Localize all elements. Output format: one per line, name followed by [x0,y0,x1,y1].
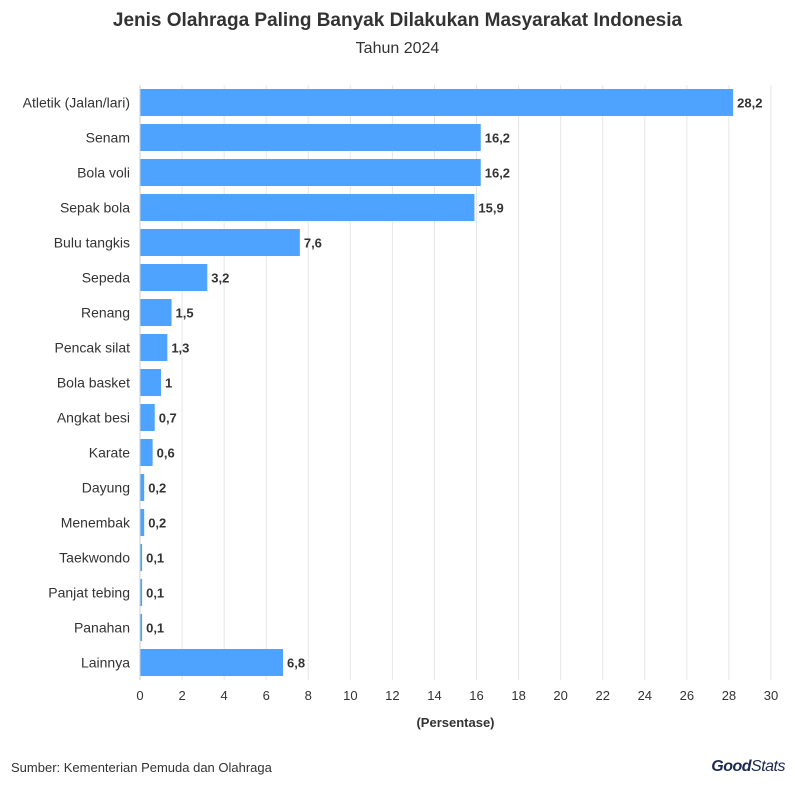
value-label: 28,2 [737,96,762,111]
bar [140,404,155,431]
logo-stats: Stats [751,758,785,775]
value-label: 0,6 [157,446,175,461]
x-tick-label: 30 [764,688,778,703]
bar [140,124,481,151]
bar [140,159,481,186]
value-label: 0,7 [159,411,177,426]
category-label: Renang [81,305,130,321]
x-tick-label: 14 [427,688,441,703]
category-label: Bola basket [57,375,130,391]
bar [140,89,734,116]
value-label: 6,8 [287,656,305,671]
chart-title: Jenis Olahraga Paling Banyak Dilakukan M… [112,10,683,31]
bar [140,194,475,221]
value-label: 1 [165,376,172,391]
value-label: 0,2 [148,481,166,496]
x-tick-label: 8 [305,688,312,703]
bar [140,544,143,571]
x-tick-label: 6 [263,688,270,703]
bar [140,369,162,396]
category-label: Bola voli [77,165,130,181]
value-label: 0,1 [146,586,164,601]
x-tick-label: 10 [343,688,357,703]
category-label: Atletik (Jalan/lari) [23,95,130,111]
bar [140,439,153,466]
category-label: Angkat besi [57,410,130,426]
bar [140,579,143,606]
x-tick-label: 12 [385,688,399,703]
category-label: Panahan [74,620,130,636]
category-label: Dayung [82,480,130,496]
value-label: 16,2 [485,166,510,181]
value-label: 1,5 [176,306,194,321]
value-label: 16,2 [485,131,510,146]
x-tick-label: 28 [722,688,736,703]
category-label: Menembak [61,515,131,531]
bar [140,614,143,641]
value-label: 0,2 [148,516,166,531]
x-tick-label: 22 [595,688,609,703]
value-label: 15,9 [478,201,503,216]
category-label: Lainnya [81,655,130,671]
logo-good: Good [711,758,752,775]
x-tick-label: 18 [511,688,525,703]
x-tick-label: 2 [178,688,185,703]
category-label: Sepak bola [60,200,130,216]
value-label: 7,6 [304,236,322,251]
bar [140,649,284,676]
category-label: Taekwondo [59,550,130,566]
x-tick-label: 24 [638,688,652,703]
x-tick-label: 4 [221,688,228,703]
category-label: Pencak silat [55,340,131,356]
value-label: 0,1 [146,551,164,566]
value-label: 0,1 [146,621,164,636]
x-axis-title: (Persentase) [416,715,494,730]
bar [140,229,300,256]
bar [140,264,208,291]
x-tick-label: 16 [469,688,483,703]
x-tick-label: 26 [680,688,694,703]
bar [140,474,145,501]
category-label: Senam [86,130,130,146]
chart-subtitle: Tahun 2024 [355,40,440,57]
category-label: Sepeda [82,270,130,286]
source-note: Sumber: Kementerian Pemuda dan Olahraga [11,760,272,775]
x-tick-label: 0 [136,688,143,703]
category-label: Karate [89,445,130,461]
value-label: 1,3 [171,341,189,356]
bar [140,334,168,361]
x-tick-label: 20 [553,688,567,703]
bar [140,299,172,326]
bar [140,509,145,536]
category-label: Bulu tangkis [54,235,130,251]
goodstats-logo: GoodStats [711,758,785,776]
value-label: 3,2 [211,271,229,286]
category-label: Panjat tebing [48,585,130,601]
